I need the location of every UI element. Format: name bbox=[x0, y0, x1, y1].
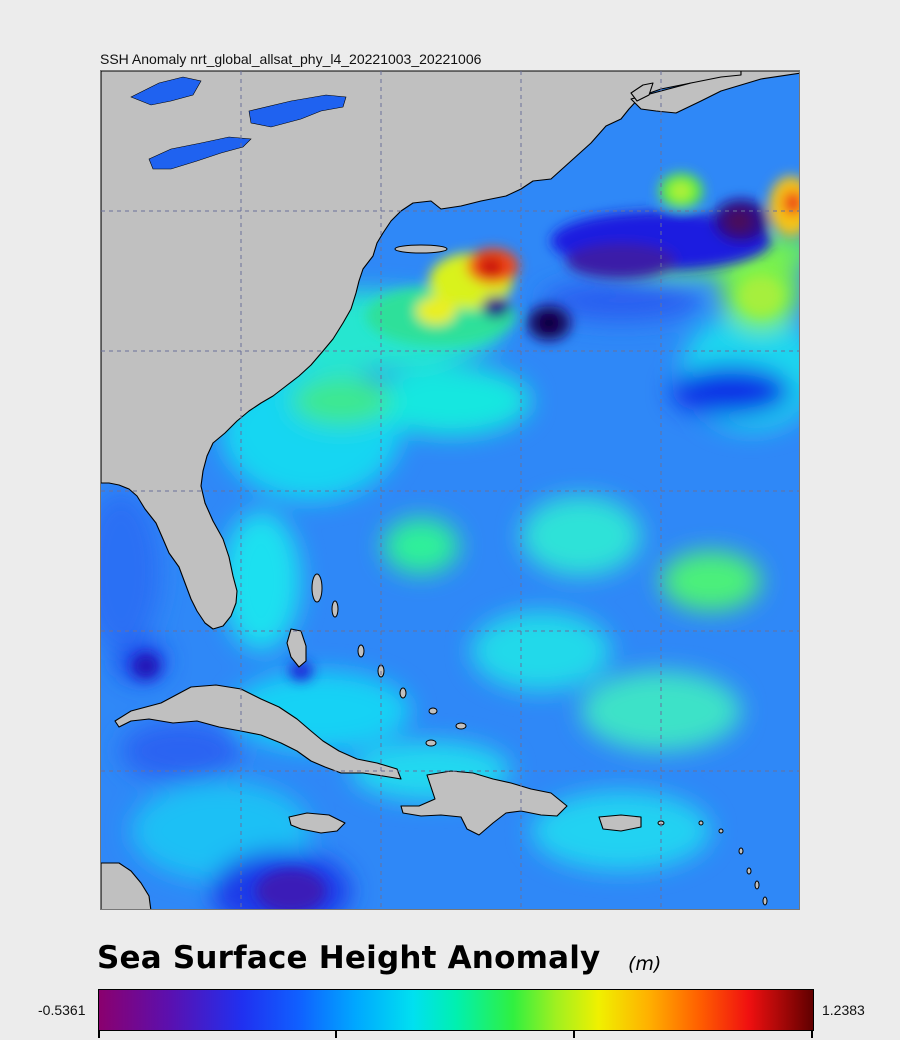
map-canvas bbox=[101, 71, 799, 909]
grand-bahama-island bbox=[311, 573, 323, 603]
colorbar-tick bbox=[811, 1030, 813, 1038]
lake-ontario bbox=[248, 94, 347, 128]
long-island bbox=[394, 244, 448, 254]
nova-scotia-land bbox=[630, 71, 799, 114]
caicos-island bbox=[425, 739, 437, 747]
lake-erie bbox=[148, 136, 252, 170]
puerto-rico-land bbox=[598, 814, 642, 832]
cuba-land bbox=[114, 684, 402, 780]
inagua-island bbox=[428, 707, 438, 715]
colorbar bbox=[98, 989, 814, 1031]
leeward-island-2 bbox=[746, 867, 752, 875]
leeward-island-5 bbox=[718, 828, 724, 834]
colorbar-tick bbox=[335, 1030, 337, 1038]
turks-island bbox=[455, 722, 467, 730]
lake-huron bbox=[130, 76, 202, 106]
exuma-island bbox=[399, 687, 407, 699]
colorbar-min-label: -0.5361 bbox=[38, 1002, 86, 1018]
eleuthera-island bbox=[357, 644, 365, 658]
colorbar-max-label: 1.2383 bbox=[822, 1002, 865, 1018]
legend-title: Sea Surface Height Anomaly bbox=[97, 940, 601, 976]
colorbar-tick bbox=[573, 1030, 575, 1038]
colorbar-tick bbox=[98, 1030, 100, 1038]
great-lakes bbox=[130, 76, 347, 170]
map-title: SSH Anomaly nrt_global_allsat_phy_l4_202… bbox=[100, 51, 482, 67]
andros-island-land bbox=[286, 628, 307, 668]
abaco-island bbox=[331, 600, 339, 618]
leeward-island-4 bbox=[762, 896, 768, 906]
legend-units: (m) bbox=[628, 953, 662, 975]
graticule bbox=[101, 71, 799, 909]
jamaica-land bbox=[288, 812, 346, 834]
leeward-island-6 bbox=[698, 820, 704, 826]
leeward-island-1 bbox=[738, 847, 744, 855]
newfoundland-edge-land bbox=[630, 82, 654, 102]
yucatan-land bbox=[101, 862, 152, 909]
leeward-island-3 bbox=[754, 880, 760, 890]
hispaniola-land bbox=[400, 770, 568, 836]
map-panel bbox=[100, 70, 800, 910]
